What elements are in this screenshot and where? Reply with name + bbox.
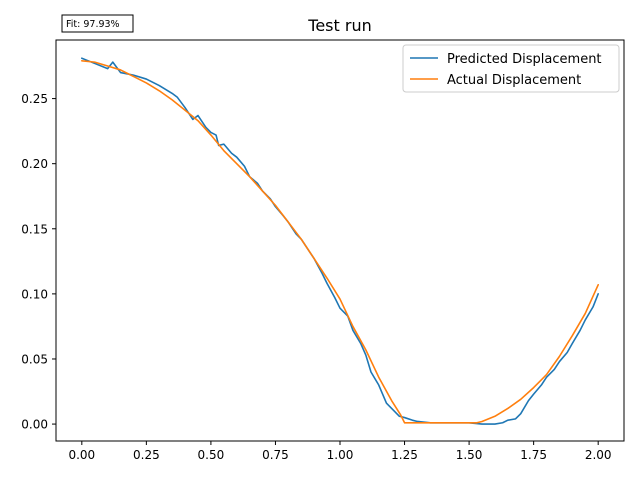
x-tick-label: 1.75 — [520, 448, 547, 462]
x-axis-ticks: 0.00 0.25 0.50 0.75 1.00 1.25 1.50 1.75 2.00 — [68, 441, 612, 462]
legend-frame — [402, 44, 620, 93]
y-tick-label: 0.25 — [21, 92, 48, 106]
x-tick-label: 1.00 — [327, 448, 354, 462]
legend-label-predicted: Predicted Displacement — [447, 52, 602, 67]
x-tick-label: 0.75 — [262, 448, 289, 462]
fit-annotation-frame — [61, 14, 134, 33]
x-tick-label: 0.50 — [198, 448, 225, 462]
series-line-predicted — [81, 57, 599, 425]
fit-annotation: Fit: 97.93% — [61, 14, 134, 33]
legend: Predicted Displacement Actual Displaceme… — [402, 44, 620, 93]
y-tick-label: 0.15 — [21, 222, 48, 236]
y-tick-label: 0.20 — [21, 157, 48, 171]
x-tick-label: 2.00 — [585, 448, 612, 462]
series-group — [81, 57, 599, 425]
chart-title: Test run — [307, 16, 371, 35]
legend-label-actual: Actual Displacement — [447, 73, 581, 88]
x-tick-label: 1.25 — [391, 448, 418, 462]
y-tick-label: 0.00 — [21, 418, 48, 432]
series-line-actual — [81, 60, 599, 424]
y-axis-ticks: 0.00 0.05 0.10 0.15 0.20 0.25 — [21, 92, 56, 432]
fit-annotation-text: Fit: 97.93% — [66, 19, 120, 30]
x-tick-label: 0.25 — [133, 448, 160, 462]
x-tick-label: 1.50 — [456, 448, 483, 462]
plot-frame — [55, 39, 625, 442]
y-tick-label: 0.05 — [21, 352, 48, 366]
y-tick-label: 0.10 — [21, 287, 48, 301]
x-tick-label: 0.00 — [68, 448, 95, 462]
